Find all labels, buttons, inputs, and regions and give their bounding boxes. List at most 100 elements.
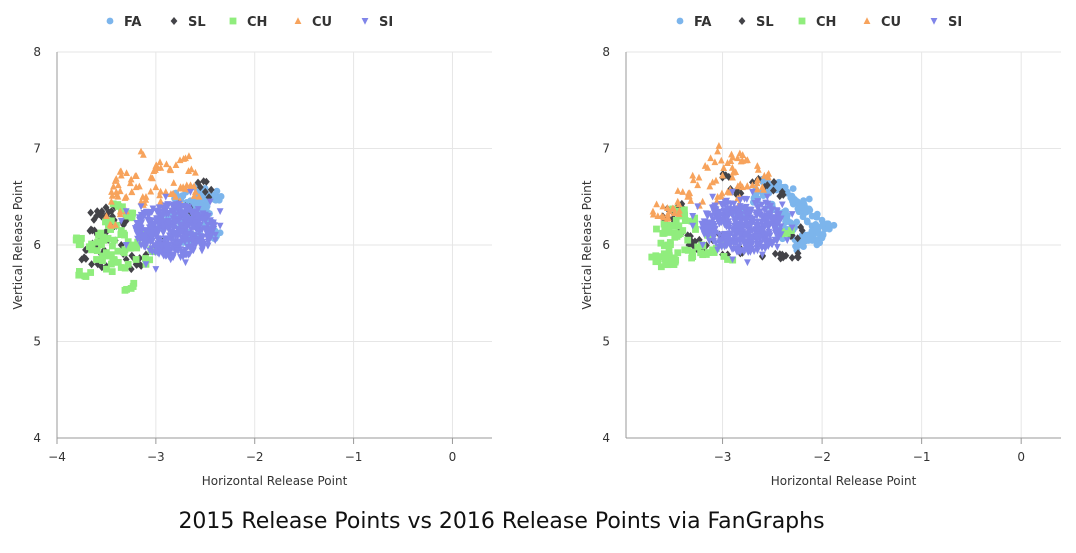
data-point-dense <box>134 235 141 243</box>
data-point-dense <box>715 142 723 149</box>
data-point-dense <box>797 203 805 211</box>
data-point-dense <box>830 221 838 229</box>
data-point <box>734 154 741 162</box>
series-cu <box>103 147 203 229</box>
data-point-dense <box>692 226 699 233</box>
data-point-dense <box>660 250 668 258</box>
data-point-dense <box>715 231 723 239</box>
data-point-dense <box>754 166 762 173</box>
data-point-dense <box>145 217 153 225</box>
data-point <box>103 265 110 273</box>
data-point-dense <box>135 259 143 268</box>
data-point-dense <box>82 245 89 254</box>
data-point <box>749 188 756 196</box>
data-point-dense <box>671 229 679 236</box>
data-point-dense <box>665 221 673 229</box>
data-point-dense <box>667 257 675 265</box>
legend-marker-cu <box>863 17 871 24</box>
data-point-dense <box>156 158 164 166</box>
data-point-dense <box>727 200 735 208</box>
data-point <box>110 236 118 244</box>
legend-marker-cu <box>294 17 302 24</box>
data-point-dense <box>188 165 195 173</box>
data-point-dense <box>770 186 777 195</box>
data-point-dense <box>773 220 781 228</box>
data-point-dense <box>170 224 178 232</box>
data-point-dense <box>124 238 132 246</box>
legend-label-cu: CU <box>312 15 332 30</box>
data-point-dense <box>106 220 114 228</box>
data-point-dense <box>805 195 813 203</box>
data-point-dense <box>747 239 755 247</box>
x-tick-label: 0 <box>1017 450 1025 464</box>
data-point-dense <box>772 229 779 237</box>
data-point-dense <box>712 176 720 184</box>
data-point-dense <box>660 229 668 237</box>
data-point <box>709 193 717 201</box>
data-point-dense <box>141 236 149 244</box>
data-point-dense <box>121 194 129 201</box>
data-point-dense <box>727 157 735 165</box>
data-point <box>216 208 224 216</box>
legend-marker-si <box>361 18 369 25</box>
data-point-dense <box>758 201 766 209</box>
data-point-dense <box>765 220 773 228</box>
legend-marker-ch <box>229 17 237 25</box>
data-point <box>773 243 781 251</box>
data-point-dense <box>102 249 110 257</box>
legend-label-si: SI <box>948 15 962 30</box>
data-point-dense <box>149 174 156 182</box>
data-point-dense <box>114 192 122 200</box>
data-point-dense <box>721 221 728 229</box>
data-point-dense <box>687 197 695 204</box>
legend-label-si: SI <box>379 15 393 30</box>
data-point-dense <box>189 208 197 216</box>
data-point-dense <box>752 236 760 244</box>
legend-item-cu: CU <box>863 15 901 30</box>
data-point-dense <box>746 210 754 217</box>
data-point <box>699 242 707 249</box>
data-point-dense <box>661 255 669 263</box>
data-point-dense <box>88 240 95 248</box>
data-point-dense <box>146 247 154 255</box>
data-point-dense <box>740 204 747 212</box>
data-point-dense <box>99 252 106 260</box>
data-point <box>162 193 170 201</box>
data-point-dense <box>199 210 207 218</box>
data-point-dense <box>110 257 118 265</box>
data-point-dense <box>184 251 192 259</box>
data-point <box>783 230 791 237</box>
data-point-dense <box>794 234 802 243</box>
data-point-dense <box>777 231 785 239</box>
data-point-dense <box>758 213 766 221</box>
data-point-dense <box>702 224 710 232</box>
data-point-dense <box>724 233 732 241</box>
data-point-dense <box>720 253 728 260</box>
data-point-dense <box>806 234 814 242</box>
data-point-dense <box>158 211 166 219</box>
data-point-dense <box>739 151 747 158</box>
data-point-dense <box>128 214 136 222</box>
x-axis-title: Horizontal Release Point <box>202 474 348 488</box>
data-point <box>114 258 122 266</box>
data-point-dense <box>709 216 717 224</box>
data-point-dense <box>751 200 759 207</box>
data-point-dense <box>793 218 801 226</box>
data-point-dense <box>174 247 182 255</box>
data-point-dense <box>196 239 204 247</box>
legend-label-sl: SL <box>756 15 774 30</box>
data-point-dense <box>753 218 761 226</box>
data-point-dense <box>145 209 153 217</box>
data-point <box>114 181 122 189</box>
data-point-dense <box>765 228 773 236</box>
data-point-dense <box>139 193 147 200</box>
data-point-dense <box>649 207 657 215</box>
data-point-dense <box>114 201 122 208</box>
data-point-dense <box>688 254 696 262</box>
figure-caption: 2015 Release Points vs 2016 Release Poin… <box>178 509 825 534</box>
data-point-dense <box>208 222 216 229</box>
data-point-dense <box>704 233 712 241</box>
data-point <box>753 162 761 169</box>
data-point-dense <box>139 151 147 158</box>
